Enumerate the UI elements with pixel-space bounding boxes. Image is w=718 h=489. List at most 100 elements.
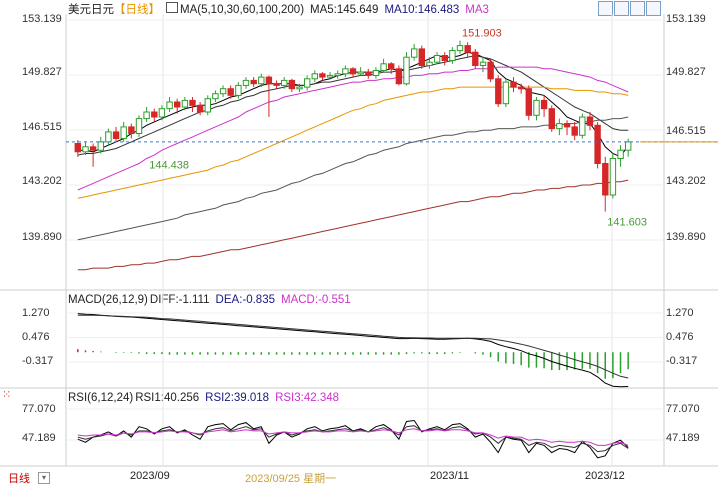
rsi-series-rsi2	[77, 425, 629, 453]
grid-icon[interactable]	[614, 1, 629, 16]
candle-body-13	[174, 101, 181, 108]
candle-body-62	[548, 108, 555, 130]
candle-body-22	[242, 79, 250, 86]
y-tick-right-0: 153.139	[666, 13, 706, 25]
candle-body-39	[372, 70, 380, 76]
x-label-3: 2023/12	[585, 470, 625, 482]
candle-body-10	[151, 111, 158, 118]
candle-body-7	[128, 126, 135, 135]
candle-body-69	[602, 163, 609, 196]
y-tick-left-3: 143.202	[22, 175, 62, 187]
candle-body-65	[571, 126, 578, 136]
candle-body-53	[479, 61, 487, 67]
candle-body-21	[235, 84, 242, 96]
y-tick-left-2: 146.515	[22, 121, 62, 133]
candle-body-11	[158, 108, 166, 118]
ma3-value: MA3	[465, 4, 489, 16]
macd-title: MACD(26,12,9)	[68, 294, 148, 306]
candle-body-66	[579, 116, 586, 136]
period-dropdown-icon[interactable]: ▾	[38, 472, 50, 484]
rsi-tick-left-1: 47.189	[22, 432, 56, 444]
candle-body-46	[426, 61, 433, 67]
candle-body-45	[418, 48, 426, 67]
candle-body-5	[112, 131, 120, 139]
rsi-tick-right-0: 77.070	[666, 403, 700, 415]
candle-body-20	[227, 88, 234, 96]
candle-body-64	[563, 123, 571, 128]
series-line-ma200	[77, 179, 629, 271]
series-line-ma100	[77, 116, 629, 241]
candle-body-72	[625, 141, 632, 151]
candle-body-48	[441, 55, 449, 61]
candle-body-24	[258, 76, 265, 85]
candle-body-25	[265, 76, 273, 85]
settings-dots-icon[interactable]: ⁙	[2, 389, 12, 401]
rsi-title: RSI(6,12,24)	[68, 392, 134, 404]
candle-body-41	[388, 63, 395, 70]
candle-body-63	[556, 123, 563, 130]
macd-diff: DIFF:-1.111	[149, 294, 210, 306]
macd-macd: MACD:-0.551	[281, 294, 351, 306]
candle-body-49	[449, 50, 456, 61]
macd-dea: DEA:-0.835	[215, 294, 275, 306]
period-selector[interactable]: 日线	[8, 473, 30, 485]
ma10-value: MA10:146.483	[384, 4, 460, 16]
candle-body-38	[365, 71, 372, 76]
candle-body-44	[411, 48, 418, 58]
x-label-1: 2023/09/25 星期一	[245, 473, 337, 485]
candle-body-55	[495, 78, 502, 105]
candle-body-68	[594, 124, 601, 165]
candle-body-52	[472, 51, 479, 67]
marked-annotation: 144.438	[149, 159, 189, 171]
candle-body-1	[82, 146, 89, 153]
chart-icon[interactable]	[630, 1, 645, 16]
candle-body-51	[464, 45, 471, 53]
rsi-tick-left-0: 77.070	[22, 403, 56, 415]
candle-body-28	[288, 79, 296, 90]
candle-body-17	[204, 98, 212, 113]
y-tick-right-4: 139.890	[666, 231, 706, 243]
candle-body-58	[518, 86, 525, 90]
macd-series-diff	[77, 313, 629, 388]
rsi-tick-right-1: 47.189	[666, 432, 700, 444]
rsi-series-rsi1	[77, 419, 629, 459]
candle-body-71	[617, 149, 624, 159]
macd-tick-left-0: 1.270	[22, 307, 50, 319]
layout-icon[interactable]	[646, 1, 661, 16]
low-annotation: 141.603	[607, 217, 647, 229]
candle-body-43	[403, 56, 410, 85]
expand-icon[interactable]	[598, 1, 613, 16]
macd-tick-right-1: 0.476	[666, 331, 694, 343]
candle-body-14	[181, 99, 189, 108]
ma-icon	[166, 2, 178, 13]
x-label-2: 2023/11	[430, 470, 469, 482]
macd-series-dea	[77, 314, 629, 379]
rsi-legend: RSI(6,12,24) RSI1:40.256 RSI2:39.018 RSI3:4…	[68, 392, 345, 404]
candle-body-36	[349, 68, 357, 75]
candle-body-35	[342, 68, 349, 75]
candle-body-26	[273, 83, 280, 86]
series-line-ma60	[77, 86, 629, 199]
candle-body-70	[609, 158, 617, 196]
candle-body-23	[250, 79, 257, 85]
y-tick-left-0: 153.139	[22, 13, 62, 25]
rsi-3: RSI3:42.348	[275, 392, 340, 404]
candle-body-18	[212, 93, 219, 100]
y-tick-left-1: 149.827	[22, 66, 62, 78]
candle-body-0	[74, 143, 81, 153]
high-annotation: 151.903	[462, 28, 502, 40]
rsi-1: RSI1:40.256	[135, 392, 200, 404]
y-tick-left-4: 139.890	[22, 231, 62, 243]
period-label[interactable]: 【日线】	[114, 4, 160, 16]
x-label-0: 2023/09	[130, 470, 170, 482]
candle-body-2	[89, 146, 97, 151]
candle-body-50	[456, 45, 464, 52]
candle-body-16	[196, 104, 204, 113]
candle-body-31	[311, 73, 319, 80]
candle-body-6	[120, 126, 127, 140]
macd-tick-right-2: -0.317	[666, 355, 698, 367]
macd-tick-left-2: -0.317	[22, 355, 54, 367]
candle-body-29	[296, 86, 303, 90]
candle-body-15	[189, 99, 196, 106]
